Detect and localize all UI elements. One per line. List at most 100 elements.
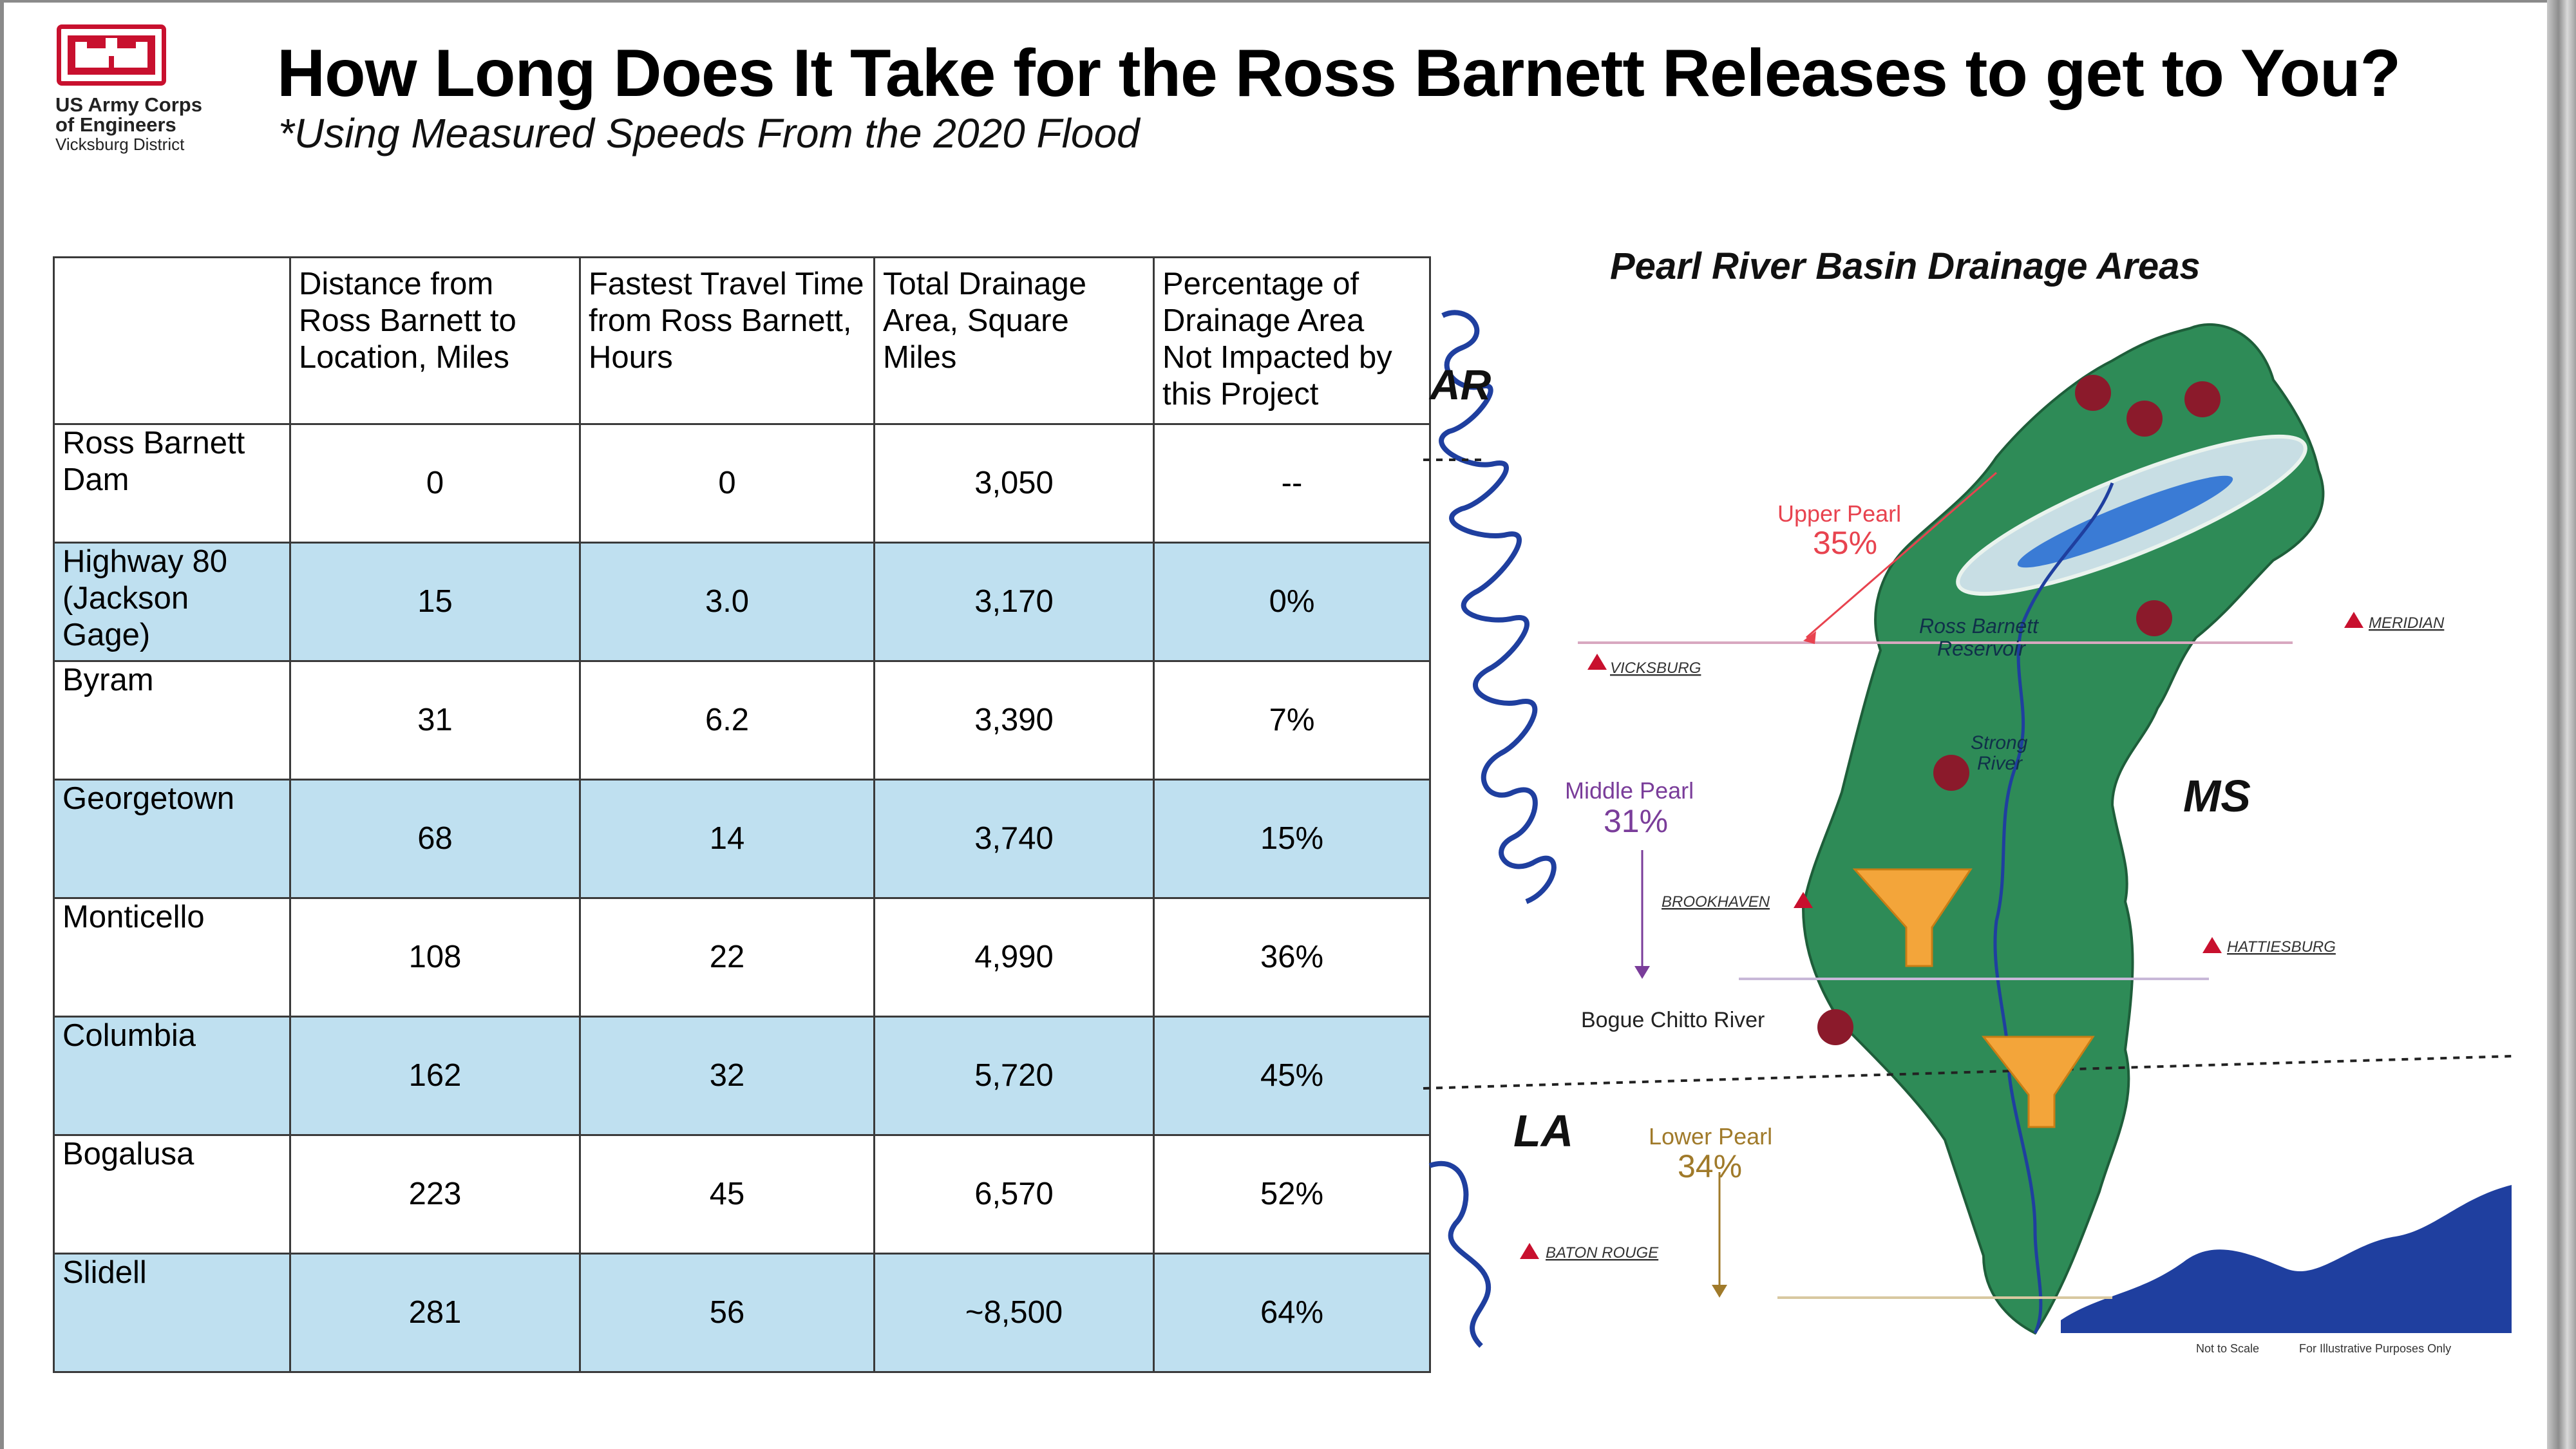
cell-location: Byram: [53, 660, 291, 781]
strong-river-label-2: River: [1977, 753, 2023, 774]
cell-area: 5,720: [873, 1016, 1155, 1136]
logo-line-2: of Engineers: [55, 113, 176, 136]
city-label-baton-rouge: BATON ROUGE: [1546, 1244, 1659, 1262]
state-label-ar: AR: [1428, 361, 1492, 408]
cell-distance: 15: [289, 542, 581, 662]
usace-logo: US Army Corps of Engineers Vicksburg Dis…: [55, 24, 249, 154]
cell-area: ~8,500: [873, 1253, 1155, 1373]
page-subtitle: *Using Measured Speeds From the 2020 Flo…: [278, 110, 1140, 156]
cell-time: 3.0: [579, 542, 875, 662]
cell-area: 3,390: [873, 660, 1155, 781]
cell-location: Monticello: [53, 897, 291, 1018]
header-time: Fastest Travel Time from Ross Barnett, H…: [579, 256, 875, 425]
cell-distance: 281: [289, 1253, 581, 1373]
reservoir-label-2: Reservoir: [1937, 637, 2026, 660]
upper-pearl-pct: 35%: [1813, 525, 1877, 561]
logo-line-3: Vicksburg District: [55, 135, 185, 154]
upper-arrowhead: [1803, 631, 1816, 644]
middle-arrowhead: [1634, 966, 1650, 979]
table-row: Bogalusa 223 45 6,570 52%: [53, 1134, 1431, 1255]
cell-location: Bogalusa: [53, 1134, 291, 1255]
bogue-chitto-label: Bogue Chitto River: [1581, 1008, 1765, 1032]
upper-pearl-label: Upper Pearl: [1777, 500, 1901, 527]
city-label-hattiesburg: HATTIESBURG: [2227, 938, 2336, 956]
mississippi-river-lower: [1428, 1161, 1492, 1348]
city-label-brookhaven: BROOKHAVEN: [1662, 893, 1770, 911]
table-row: Ross Barnett Dam 0 0 3,050 --: [53, 423, 1431, 544]
cell-distance: 68: [289, 779, 581, 899]
cell-pct: --: [1153, 423, 1431, 544]
pearl-river-basin-map: AR MS LA Upper Pearl 35% Middle Pearl 31…: [1423, 310, 2512, 1355]
cell-pct: 0%: [1153, 542, 1431, 662]
table-row: Columbia 162 32 5,720 45%: [53, 1016, 1431, 1136]
cell-pct: 45%: [1153, 1016, 1431, 1136]
storm-icon: [2184, 381, 2221, 417]
gulf-water: [2061, 1185, 2512, 1333]
cell-distance: 31: [289, 660, 581, 781]
logo-line-1: US Army Corps: [55, 93, 202, 116]
side-bar: [2547, 0, 2576, 1449]
strong-river-label-1: Strong: [1971, 732, 2028, 753]
cell-area: 3,740: [873, 779, 1155, 899]
city-marker-brookhaven: [1794, 892, 1813, 908]
city-marker-vicksburg: [1587, 654, 1607, 670]
footnote-purpose: For Illustrative Purposes Only: [2299, 1342, 2451, 1355]
storm-icon: [2126, 401, 2163, 437]
state-label-ms: MS: [2183, 771, 2251, 821]
city-marker-baton-rouge: [1520, 1243, 1539, 1259]
cell-distance: 108: [289, 897, 581, 1018]
storm-icon: [2136, 600, 2172, 636]
city-marker-hattiesburg: [2202, 937, 2222, 953]
lower-pearl-label: Lower Pearl: [1649, 1123, 1772, 1150]
map-title: Pearl River Basin Drainage Areas: [1610, 245, 2201, 287]
city-marker-meridian: [2344, 612, 2363, 628]
header-distance: Distance from Ross Barnett to Location, …: [289, 256, 581, 425]
funnel-icon: [1852, 868, 1973, 967]
cell-distance: 162: [289, 1016, 581, 1136]
header-area: Total Drainage Area, Square Miles: [873, 256, 1155, 425]
lower-arrowhead: [1712, 1285, 1727, 1298]
lower-pearl-pct: 34%: [1678, 1148, 1742, 1184]
cell-location: Ross Barnett Dam: [53, 423, 291, 544]
cell-location: Georgetown: [53, 779, 291, 899]
table-header-row: Distance from Ross Barnett to Location, …: [53, 256, 1431, 425]
cell-area: 3,050: [873, 423, 1155, 544]
upper-arrow: [1806, 471, 1997, 639]
city-label-meridian: MERIDIAN: [2369, 614, 2445, 632]
middle-pearl-label: Middle Pearl: [1565, 777, 1694, 804]
table-row: Slidell 281 56 ~8,500 64%: [53, 1253, 1431, 1373]
header-pct: Percentage of Drainage Area Not Impacted…: [1153, 256, 1431, 425]
mississippi-river-line: [1439, 310, 1557, 904]
middle-pearl-pct: 31%: [1604, 803, 1668, 839]
travel-time-table: Distance from Ross Barnett to Location, …: [53, 256, 1431, 1373]
cell-distance: 0: [289, 423, 581, 544]
cell-time: 45: [579, 1134, 875, 1255]
header-location: [53, 256, 291, 425]
cell-pct: 64%: [1153, 1253, 1431, 1373]
funnel-icon: [1981, 1036, 2095, 1128]
cell-pct: 52%: [1153, 1134, 1431, 1255]
table-row: Highway 80 (Jackson Gage) 15 3.0 3,170 0…: [53, 542, 1431, 662]
cell-pct: 7%: [1153, 660, 1431, 781]
page-title: How Long Does It Take for the Ross Barne…: [277, 36, 2401, 111]
cell-location: Highway 80 (Jackson Gage): [53, 542, 291, 662]
cell-pct: 15%: [1153, 779, 1431, 899]
cell-area: 4,990: [873, 897, 1155, 1018]
cell-time: 6.2: [579, 660, 875, 781]
cell-time: 14: [579, 779, 875, 899]
pearl-river-line: [1993, 482, 2114, 1334]
cell-pct: 36%: [1153, 897, 1431, 1018]
cell-time: 32: [579, 1016, 875, 1136]
table-row: Georgetown 68 14 3,740 15%: [53, 779, 1431, 899]
cell-area: 3,170: [873, 542, 1155, 662]
city-label-vicksburg: VICKSBURG: [1610, 659, 1701, 677]
reservoir-label-1: Ross Barnett: [1919, 614, 2039, 638]
storm-icon: [1933, 755, 1969, 791]
table-row: Monticello 108 22 4,990 36%: [53, 897, 1431, 1018]
cell-distance: 223: [289, 1134, 581, 1255]
cell-time: 0: [579, 423, 875, 544]
cell-location: Columbia: [53, 1016, 291, 1136]
storm-icon: [1817, 1009, 1853, 1045]
cell-location: Slidell: [53, 1253, 291, 1373]
